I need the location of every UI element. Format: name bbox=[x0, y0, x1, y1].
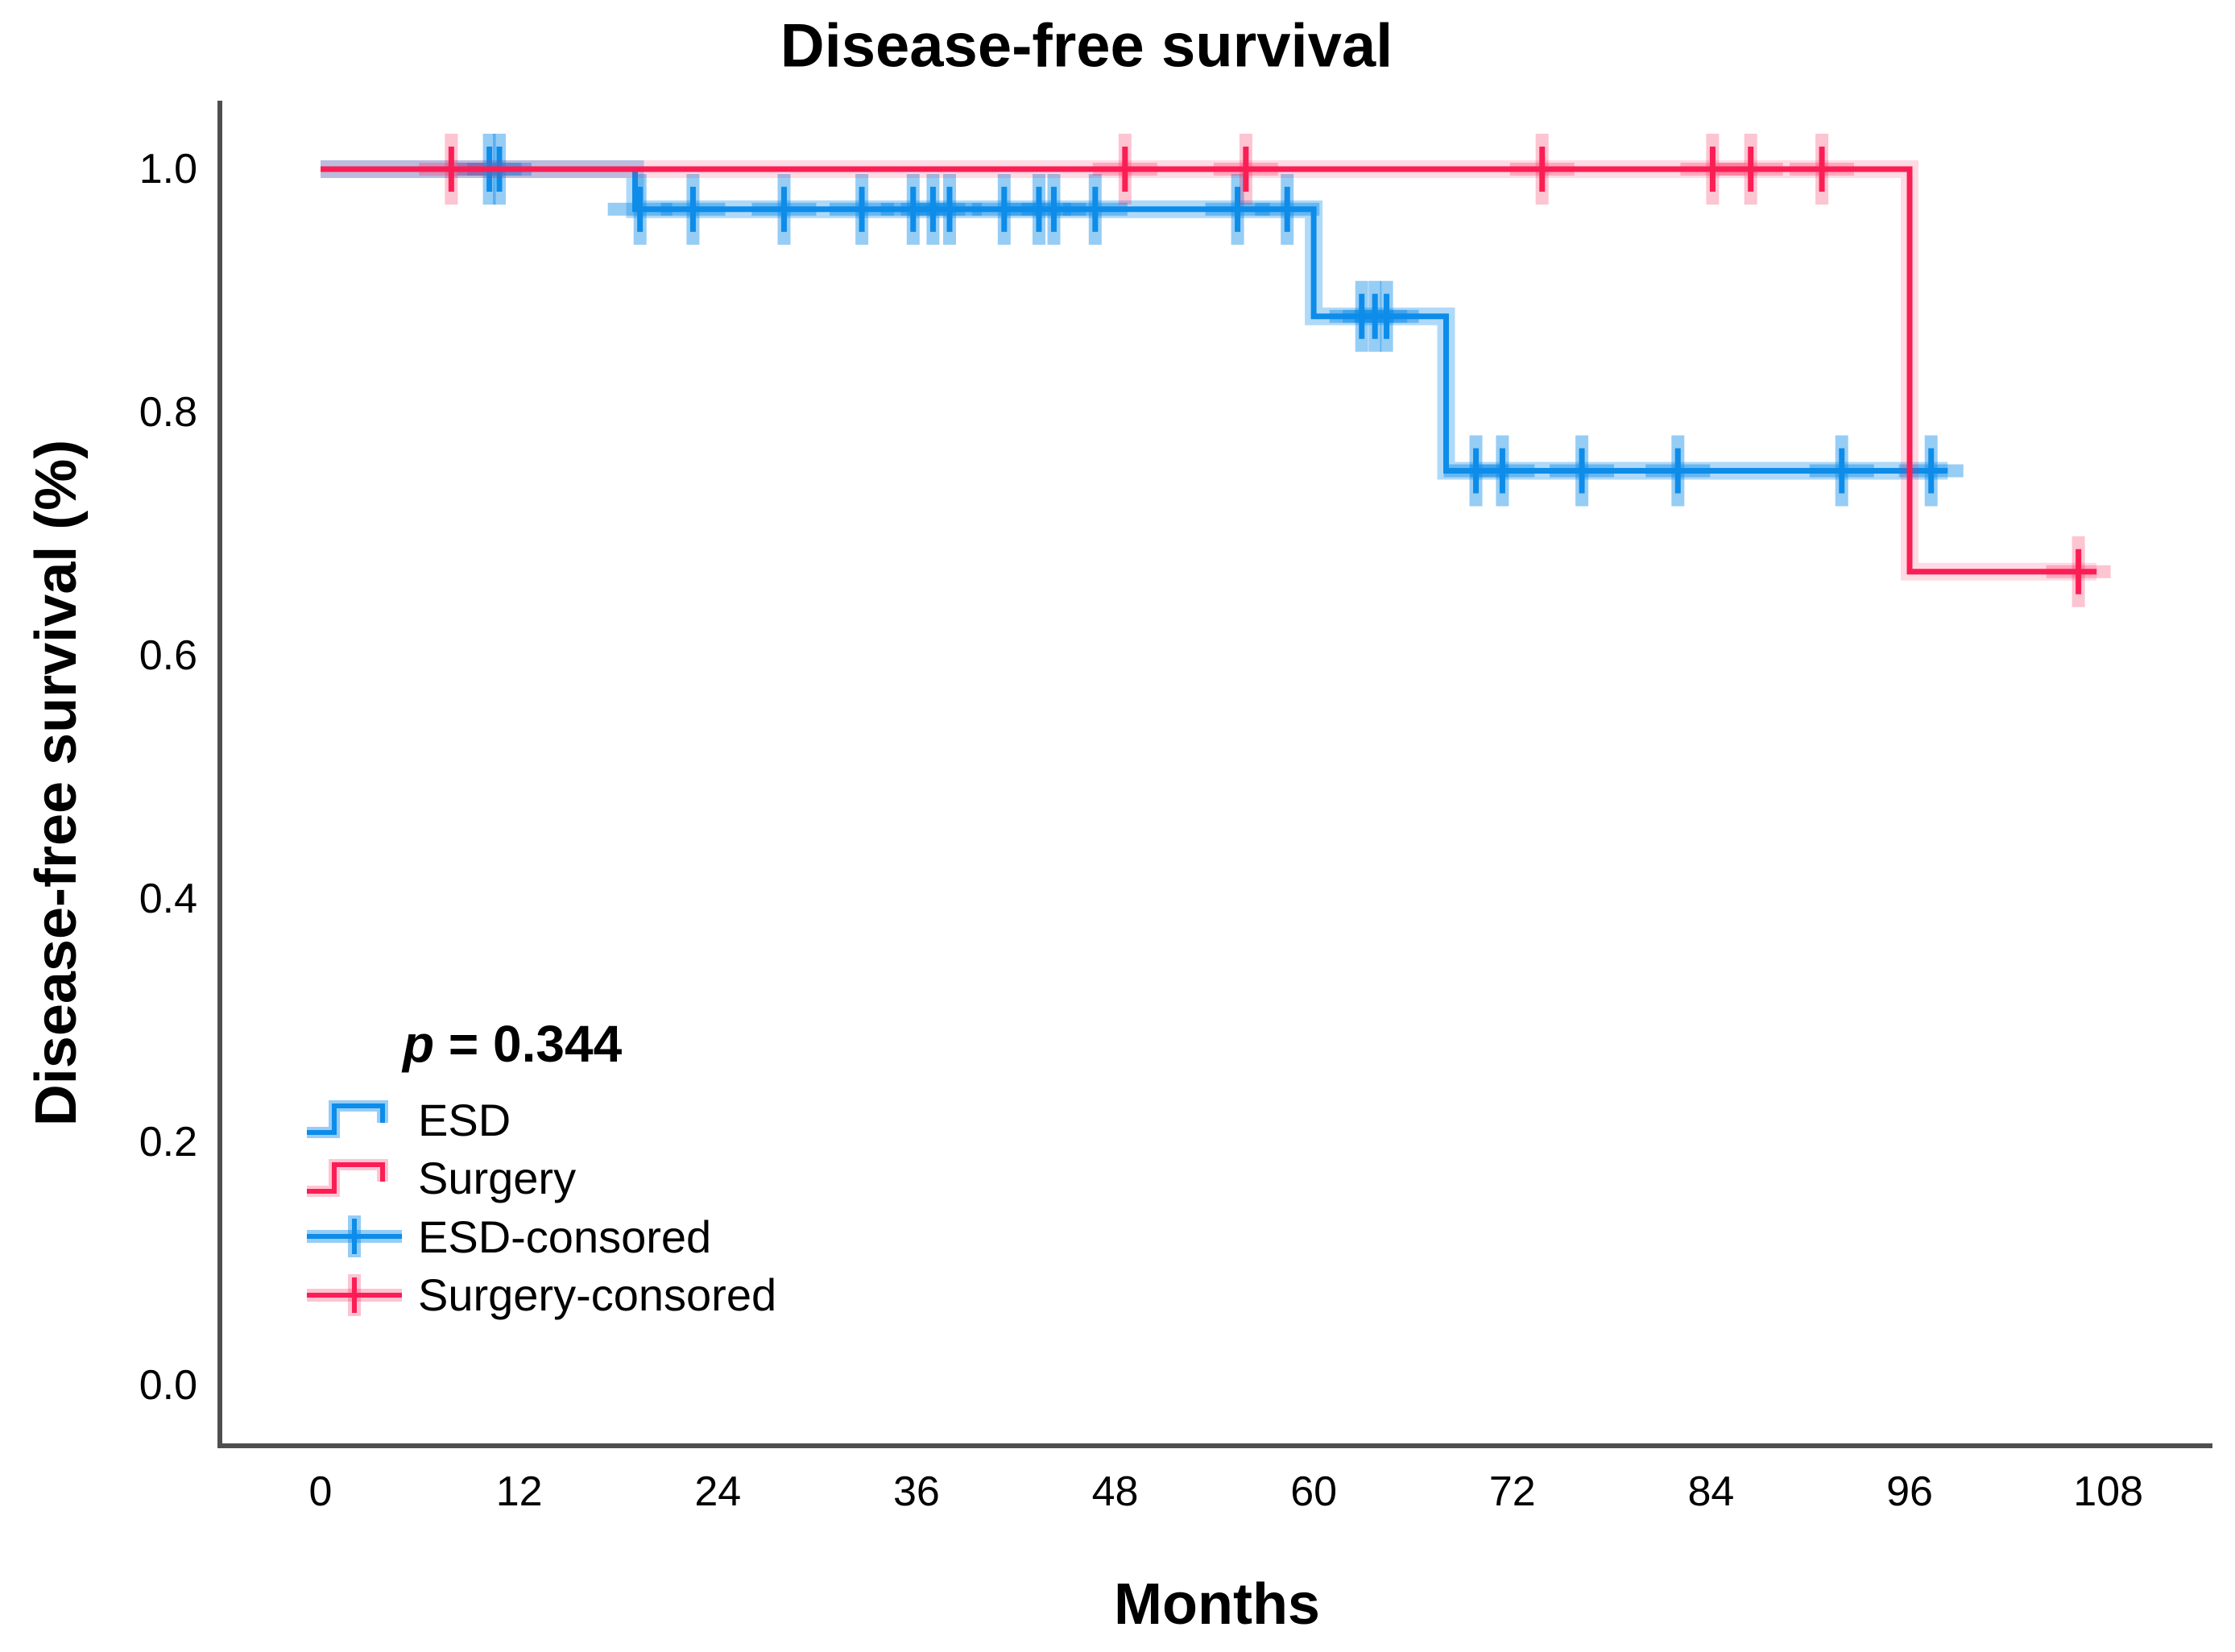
x-tick-label: 72 bbox=[1488, 1468, 1536, 1515]
y-tick-label: 0.4 bbox=[139, 876, 197, 922]
x-tick-label: 60 bbox=[1290, 1468, 1338, 1515]
chart-title: Disease-free survival bbox=[780, 11, 1393, 81]
surgery-curve-halo bbox=[321, 160, 2097, 581]
x-tick-label: 48 bbox=[1091, 1468, 1139, 1515]
legend-label: Surgery-consored bbox=[418, 1269, 777, 1321]
y-tick-label: 0.8 bbox=[139, 389, 197, 436]
legend-item: Surgery-consored bbox=[302, 1266, 776, 1325]
legend-label: Surgery bbox=[418, 1153, 577, 1204]
y-tick-label: 1.0 bbox=[139, 146, 197, 193]
censor-cross-icon bbox=[307, 1273, 402, 1316]
axis-frame bbox=[217, 101, 2212, 1448]
p-value-text: = 0.344 bbox=[434, 1015, 623, 1073]
x-tick-label: 0 bbox=[308, 1468, 333, 1515]
x-tick-label: 84 bbox=[1687, 1468, 1735, 1515]
esd-curve-halo bbox=[321, 160, 1948, 480]
step-line-icon bbox=[307, 1158, 388, 1197]
esd-curve bbox=[321, 166, 1948, 474]
p-value-annotation: p = 0.344 bbox=[403, 1014, 622, 1074]
x-tick-label: 96 bbox=[1886, 1468, 1933, 1515]
legend-item: Surgery bbox=[302, 1149, 776, 1208]
y-tick-label: 0.6 bbox=[139, 632, 197, 679]
surgery-curve bbox=[321, 166, 2097, 575]
legend-item: ESD bbox=[302, 1091, 776, 1149]
legend: ESD Surgery ESD-consored Surgery-consored bbox=[302, 1091, 776, 1324]
y-tick-label: 0.2 bbox=[139, 1119, 197, 1166]
p-symbol: p bbox=[403, 1015, 435, 1073]
x-axis-title: Months bbox=[1114, 1572, 1320, 1637]
x-tick-label: 36 bbox=[892, 1468, 940, 1515]
y-tick-label: 0.0 bbox=[139, 1362, 197, 1409]
x-tick-label: 108 bbox=[2073, 1468, 2144, 1515]
step-line-icon bbox=[307, 1100, 388, 1139]
x-tick-label: 24 bbox=[694, 1468, 742, 1515]
legend-label: ESD bbox=[418, 1094, 511, 1145]
x-tick-label: 12 bbox=[495, 1468, 543, 1515]
censor-cross-icon bbox=[307, 1215, 402, 1258]
legend-item: ESD-consored bbox=[302, 1207, 776, 1266]
legend-label: ESD-consored bbox=[418, 1211, 712, 1262]
